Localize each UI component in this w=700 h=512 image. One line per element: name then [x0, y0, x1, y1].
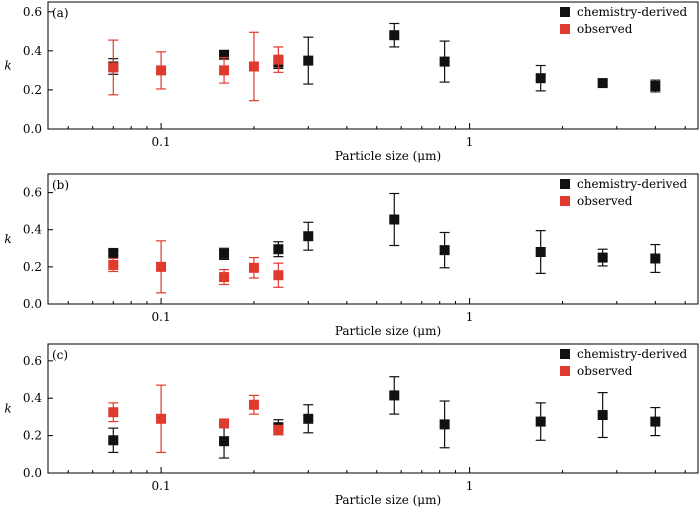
observed-point — [156, 261, 167, 272]
chemistry-point — [303, 55, 314, 66]
chemistry-point — [597, 252, 608, 263]
chemistry-point — [650, 416, 661, 427]
y-tick-label: 0.2 — [23, 260, 42, 274]
legend-label-chemistry: chemistry-derived — [577, 347, 688, 361]
x-tick-label: 0.1 — [152, 135, 171, 149]
observed-point — [108, 260, 119, 270]
y-tick-label: 0.4 — [23, 223, 42, 237]
chemistry-point — [303, 231, 314, 242]
legend-label-observed: observed — [577, 364, 633, 378]
chemistry-point — [273, 244, 284, 255]
chemistry-point — [219, 248, 230, 259]
y-tick-label: 0.4 — [23, 44, 42, 58]
x-tick-label: 0.1 — [152, 479, 171, 493]
chemistry-point — [650, 253, 661, 264]
x-axis-label: Particle size (μm) — [335, 493, 441, 507]
chemistry-point — [389, 30, 400, 41]
observed-point — [219, 418, 230, 429]
legend-label-chemistry: chemistry-derived — [577, 177, 688, 191]
legend-swatch-chemistry — [560, 179, 570, 189]
plot-frame — [47, 1, 699, 130]
y-axis-label: k — [4, 232, 11, 246]
chemistry-point — [108, 435, 119, 446]
plot-frame — [47, 343, 699, 474]
y-tick-label: 0.0 — [23, 466, 42, 480]
observed-point — [248, 399, 259, 410]
chemistry-point — [535, 73, 546, 84]
chemistry-point — [439, 245, 450, 256]
observed-point — [248, 262, 259, 273]
y-tick-label: 0.0 — [23, 297, 42, 311]
panel-label: (b) — [52, 178, 69, 192]
observed-point — [156, 65, 167, 76]
panel-b: 0.0 0.2 0.4 0.6 0.1 1 Particle size (μm) k (b) ch… — [4, 173, 699, 338]
chemistry-point — [219, 436, 230, 447]
y-tick-label: 0.6 — [23, 5, 42, 19]
chemistry-point — [389, 214, 400, 225]
observed-point — [108, 407, 119, 418]
legend-swatch-observed — [560, 196, 570, 206]
observed-point — [156, 413, 167, 424]
chemistry-point — [389, 390, 400, 401]
legend-label-observed: observed — [577, 22, 633, 36]
chemistry-point — [535, 416, 546, 427]
y-tick-label: 0.0 — [23, 122, 42, 136]
legend-swatch-chemistry — [560, 349, 570, 359]
y-tick-label: 0.2 — [23, 429, 42, 443]
observed-point — [273, 270, 284, 281]
chemistry-point — [439, 56, 450, 67]
y-tick-label: 0.6 — [23, 354, 42, 368]
y-tick-label: 0.2 — [23, 83, 42, 97]
y-tick-label: 0.4 — [23, 391, 42, 405]
panel-label: (c) — [52, 348, 68, 362]
x-axis-label: Particle size (μm) — [335, 324, 441, 338]
x-tick-label: 0.1 — [152, 310, 171, 324]
chemistry-point — [597, 78, 608, 89]
chemistry-point — [219, 49, 230, 60]
observed-point — [273, 425, 284, 435]
chemistry-point — [439, 419, 450, 430]
x-tick-label: 1 — [466, 479, 474, 493]
x-tick-label: 1 — [466, 135, 474, 149]
observed-point — [248, 61, 259, 72]
legend-label-chemistry: chemistry-derived — [577, 5, 688, 19]
observed-point — [273, 54, 284, 65]
panel-c: 0.0 0.2 0.4 0.6 0.1 1 Particle size (μm) k (c) ch… — [4, 343, 699, 507]
panel-a: 0.0 0.2 0.4 0.6 0.1 1 Particle size (μm) k (a) ch… — [4, 1, 699, 163]
chemistry-point — [650, 81, 661, 92]
x-tick-label: 1 — [466, 310, 474, 324]
chemistry-point — [108, 247, 119, 258]
chemistry-point — [303, 413, 314, 424]
chemistry-point — [535, 247, 546, 257]
x-axis-label: Particle size (μm) — [335, 149, 441, 163]
observed-point — [219, 272, 230, 283]
plot-frame — [47, 173, 699, 305]
chemistry-point — [597, 410, 608, 421]
y-tick-label: 0.6 — [23, 186, 42, 200]
legend-swatch-observed — [560, 366, 570, 376]
observed-point — [108, 62, 119, 73]
legend-swatch-observed — [560, 24, 570, 34]
y-axis-label: k — [4, 59, 11, 73]
panel-label: (a) — [52, 6, 69, 20]
y-axis-label: k — [4, 402, 11, 416]
legend-label-observed: observed — [577, 194, 633, 208]
legend-swatch-chemistry — [560, 7, 570, 17]
observed-point — [219, 65, 230, 76]
